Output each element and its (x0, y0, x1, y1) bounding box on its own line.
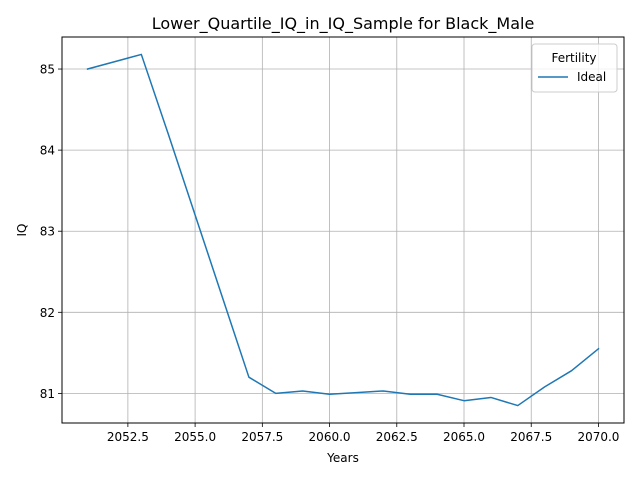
x-tick-label: 2052.5 (107, 430, 149, 444)
legend: Fertility Ideal (531, 43, 618, 93)
x-tick-label: 2062.5 (376, 430, 418, 444)
legend-label-ideal: Ideal (577, 70, 606, 84)
legend-title: Fertility (551, 51, 596, 65)
x-tick-label: 2060.0 (309, 430, 351, 444)
x-tick-label: 2065.0 (443, 430, 485, 444)
y-tick-label: 84 (40, 144, 55, 158)
x-axis-label: Years (326, 451, 359, 465)
chart-title: Lower_Quartile_IQ_in_IQ_Sample for Black… (152, 14, 535, 34)
legend-box (531, 43, 618, 93)
y-axis-label: IQ (15, 224, 29, 237)
y-tick-label: 82 (40, 306, 55, 320)
y-tick-label: 81 (40, 387, 55, 401)
y-tick-label: 83 (40, 225, 55, 239)
y-axis-ticks: 81 82 83 84 85 (40, 63, 62, 401)
series-line-ideal (86, 53, 600, 407)
x-axis-ticks: 2052.5 2055.0 2057.5 2060.0 2062.5 2065.0 2067… (107, 423, 619, 444)
x-tick-label: 2067.5 (510, 430, 552, 444)
series-lines (86, 53, 600, 407)
grid-lines (62, 37, 624, 423)
y-tick-label: 85 (40, 63, 55, 77)
x-tick-label: 2057.5 (241, 430, 283, 444)
x-tick-label: 2070.0 (577, 430, 619, 444)
x-tick-label: 2055.0 (174, 430, 216, 444)
plot-frame (61, 36, 625, 424)
